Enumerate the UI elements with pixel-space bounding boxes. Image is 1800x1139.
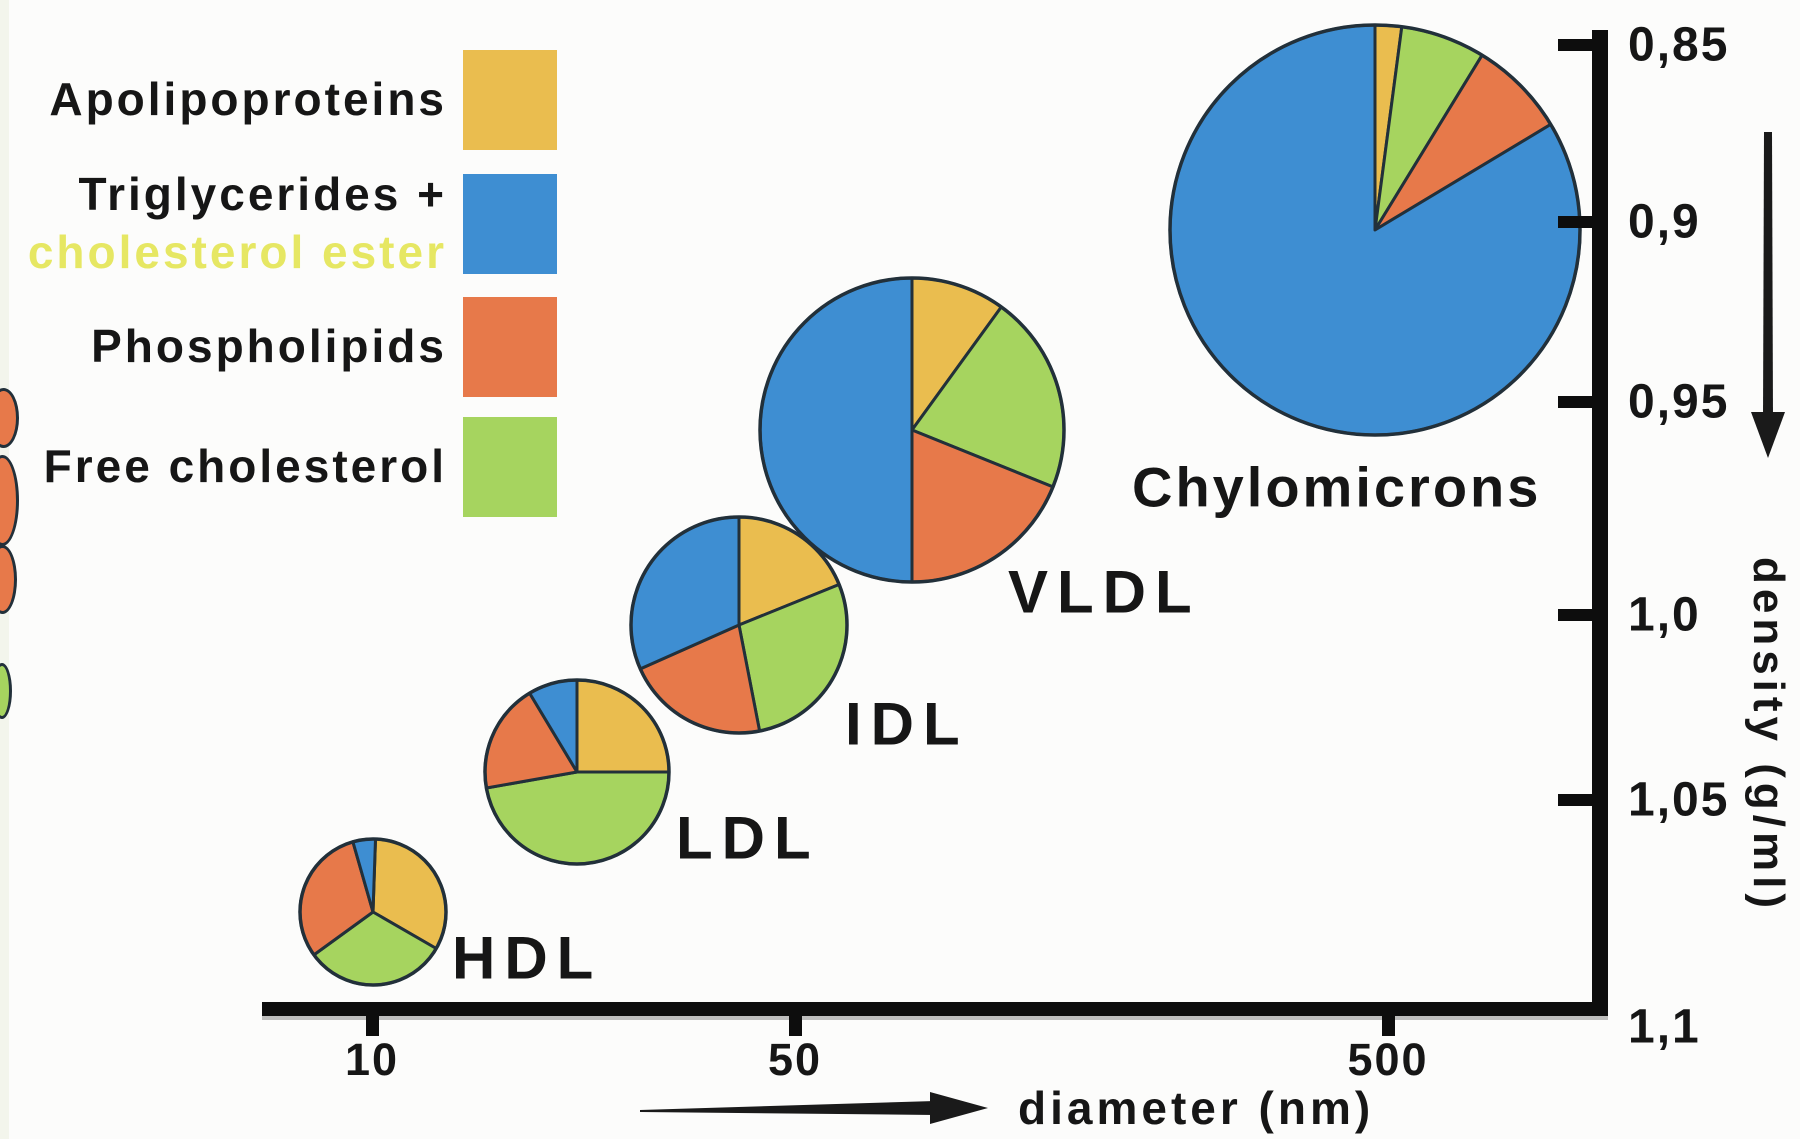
pie-outline-chylomicrons	[1168, 23, 1582, 437]
y-tick-0,9	[1558, 216, 1594, 228]
y-axis-line	[1592, 30, 1608, 1016]
diameter-arrow-icon	[640, 1092, 988, 1124]
pie-chylomicrons	[1168, 23, 1582, 437]
pie-idl	[629, 515, 849, 735]
pie-label-hdl: HDL	[452, 924, 603, 992]
legend-label-free-cholesterol: Free cholesterol	[43, 440, 447, 493]
y-tick-label-1,05: 1,05	[1628, 773, 1730, 827]
legend-item-apolipoproteins: Apolipoproteins	[0, 50, 557, 150]
x-axis-shadow	[262, 1016, 1608, 1020]
pie-outline-vldl	[758, 276, 1066, 584]
legend-label-phospholipids: Phospholipids	[91, 320, 447, 373]
legend-item-phospholipids: Phospholipids	[0, 297, 557, 397]
pie-label-chylomicrons: Chylomicrons	[1132, 455, 1542, 519]
x-tick-label-50: 50	[767, 1034, 823, 1085]
x-tick-label-10: 10	[344, 1034, 400, 1085]
y-tick-label-0,95: 0,95	[1628, 375, 1730, 429]
pie-outline-ldl	[483, 678, 671, 866]
y-tick-label-0,9: 0,9	[1628, 195, 1701, 249]
y-tick-1,05	[1558, 794, 1594, 806]
legend-item-triglycerides: Triglycerides + cholesterol ester	[0, 168, 557, 278]
ticks-layer	[366, 39, 1594, 1036]
pie-label-ldl: LDL	[676, 804, 820, 872]
legend-swatch-apolipoproteins	[463, 50, 557, 150]
x-axis-line	[262, 1002, 1608, 1016]
legend-swatch-free-cholesterol	[463, 417, 557, 517]
x-tick-50	[789, 1014, 802, 1036]
legend-item-free-cholesterol: Free cholesterol	[0, 417, 557, 517]
y-tick-label-1,0: 1,0	[1628, 588, 1701, 642]
pie-outline-idl	[629, 515, 849, 735]
legend-swatch-triglycerides	[463, 173, 557, 274]
y-tick-0,95	[1558, 396, 1594, 408]
pie-hdl	[298, 837, 448, 987]
pie-ldl	[483, 678, 671, 866]
x-axis-title: diameter (nm)	[1018, 1082, 1375, 1134]
pie-label-vldl: VLDL	[1008, 558, 1201, 626]
legend-label-triglycerides-line1: Triglycerides +	[78, 168, 447, 221]
x-tick-label-500: 500	[1347, 1034, 1429, 1085]
pie-slice-ldl-free_cholesterol	[484, 770, 671, 866]
pie-outline-hdl	[298, 837, 448, 987]
legend-label-apolipoproteins: Apolipoproteins	[49, 73, 447, 126]
y-tick-label-0,85: 0,85	[1628, 18, 1730, 72]
legend-label-triglycerides: Triglycerides + cholesterol ester	[0, 166, 447, 280]
y-tick-1,0	[1558, 609, 1594, 621]
pies-layer	[298, 23, 1582, 987]
y-tick-0,85	[1558, 39, 1594, 51]
pie-label-idl: IDL	[845, 690, 969, 758]
legend-swatch-phospholipids	[463, 297, 557, 397]
y-axis-title: density (g/ml)	[1744, 556, 1793, 914]
legend-label-cholesterol-ester: cholesterol ester	[27, 225, 447, 278]
x-tick-10	[366, 1014, 379, 1036]
density-arrow-icon	[1751, 132, 1785, 458]
x-tick-500	[1382, 1014, 1395, 1036]
y-tick-label-1,1: 1,1	[1628, 1000, 1701, 1054]
pie-vldl	[758, 276, 1066, 584]
